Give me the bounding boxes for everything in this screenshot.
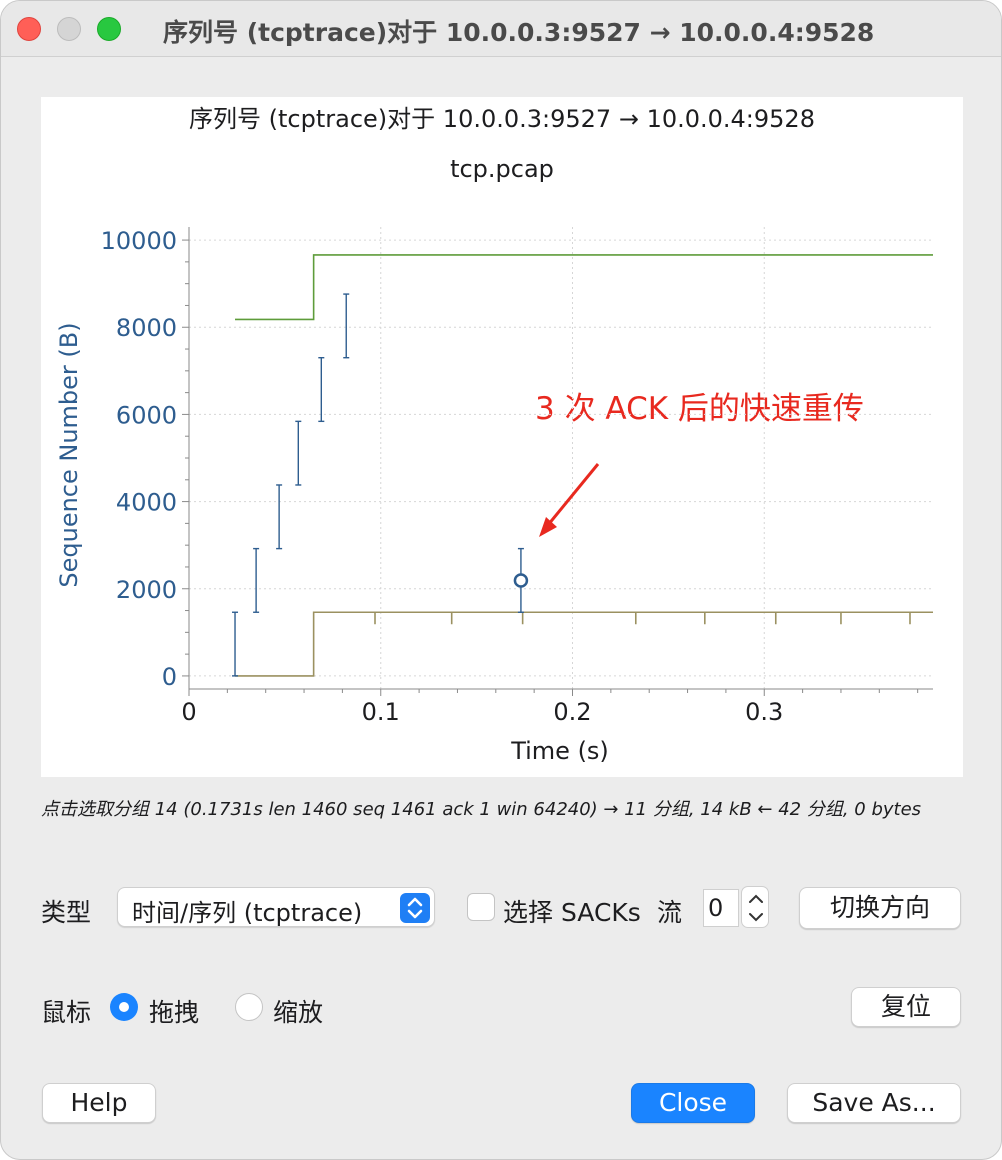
grid bbox=[189, 227, 933, 689]
ack-line bbox=[235, 611, 933, 677]
receive-window-line bbox=[235, 254, 933, 321]
y-tick-label: 0 bbox=[162, 663, 177, 691]
stepper-arrows-icon bbox=[749, 894, 763, 922]
x-tick-label: 0.3 bbox=[745, 698, 783, 726]
close-button[interactable]: Close bbox=[631, 1083, 755, 1123]
chart-subtitle: tcp.pcap bbox=[450, 155, 554, 183]
stream-label: 流 bbox=[657, 898, 683, 927]
help-button[interactable]: Help bbox=[42, 1083, 156, 1123]
radio-selected-dot bbox=[119, 1002, 129, 1012]
graph-type-value: 时间/序列 (tcptrace) bbox=[132, 899, 363, 927]
type-label: 类型 bbox=[41, 898, 92, 927]
drag-label: 拖拽 bbox=[149, 998, 200, 1027]
close-window-button[interactable] bbox=[17, 17, 41, 41]
title-bar: 序列号 (tcptrace)对于 10.0.0.3:9527 → 10.0.0.… bbox=[1, 1, 1001, 57]
stream-input[interactable]: 0 bbox=[703, 889, 739, 927]
annotation-arrow-shaft bbox=[546, 463, 600, 526]
save-as-button[interactable]: Save As... bbox=[787, 1083, 961, 1123]
minimize-window-button[interactable] bbox=[57, 17, 81, 41]
selected-packet-marker bbox=[513, 573, 529, 588]
sequence-chart[interactable]: 序列号 (tcptrace)对于 10.0.0.3:9527 → 10.0.0.… bbox=[41, 97, 963, 777]
x-tick-label: 0 bbox=[181, 698, 196, 726]
x-tick-label: 0.1 bbox=[362, 698, 400, 726]
zoom-label: 缩放 bbox=[273, 998, 324, 1027]
mouse-label: 鼠标 bbox=[41, 998, 92, 1027]
reset-button[interactable]: 复位 bbox=[851, 987, 961, 1027]
switch-direction-button[interactable]: 切换方向 bbox=[799, 887, 961, 929]
annotation-arrow bbox=[539, 463, 600, 537]
x-tick-label: 0.2 bbox=[553, 698, 591, 726]
y-tick-label: 2000 bbox=[116, 576, 177, 604]
annotation-label: 3 次 ACK 后的快速重传 bbox=[535, 391, 864, 427]
y-tick-label: 10000 bbox=[101, 227, 177, 255]
series bbox=[232, 254, 933, 677]
plot-area[interactable]: 序列号 (tcptrace)对于 10.0.0.3:9527 → 10.0.0.… bbox=[41, 97, 963, 777]
drag-radio[interactable] bbox=[110, 993, 138, 1021]
select-chevrons-icon bbox=[400, 893, 430, 923]
x-axis-label: Time (s) bbox=[510, 737, 609, 765]
y-tick-label: 4000 bbox=[116, 489, 177, 517]
graph-type-select[interactable]: 时间/序列 (tcptrace) bbox=[117, 887, 435, 927]
select-sacks-label: 选择 SACKs bbox=[503, 898, 641, 927]
stream-stepper[interactable] bbox=[741, 886, 769, 928]
window-title: 序列号 (tcptrace)对于 10.0.0.3:9527 → 10.0.0.… bbox=[163, 18, 875, 47]
status-text: 点击选取分组 14 (0.1731s len 1460 seq 1461 ack… bbox=[41, 799, 922, 820]
select-sacks-checkbox[interactable] bbox=[467, 893, 495, 921]
axes: 0 2000 4000 6000 8000 10000 0 0.1 0.2 0.3 bbox=[101, 227, 933, 726]
zoom-window-button[interactable] bbox=[97, 17, 121, 41]
y-tick-label: 8000 bbox=[116, 314, 177, 342]
y-axis-label: Sequence Number (B) bbox=[55, 322, 83, 587]
zoom-radio[interactable] bbox=[235, 993, 263, 1021]
chart-title: 序列号 (tcptrace)对于 10.0.0.3:9527 → 10.0.0.… bbox=[189, 105, 815, 133]
y-tick-label: 6000 bbox=[116, 401, 177, 429]
annotation-arrow-head bbox=[539, 517, 557, 537]
